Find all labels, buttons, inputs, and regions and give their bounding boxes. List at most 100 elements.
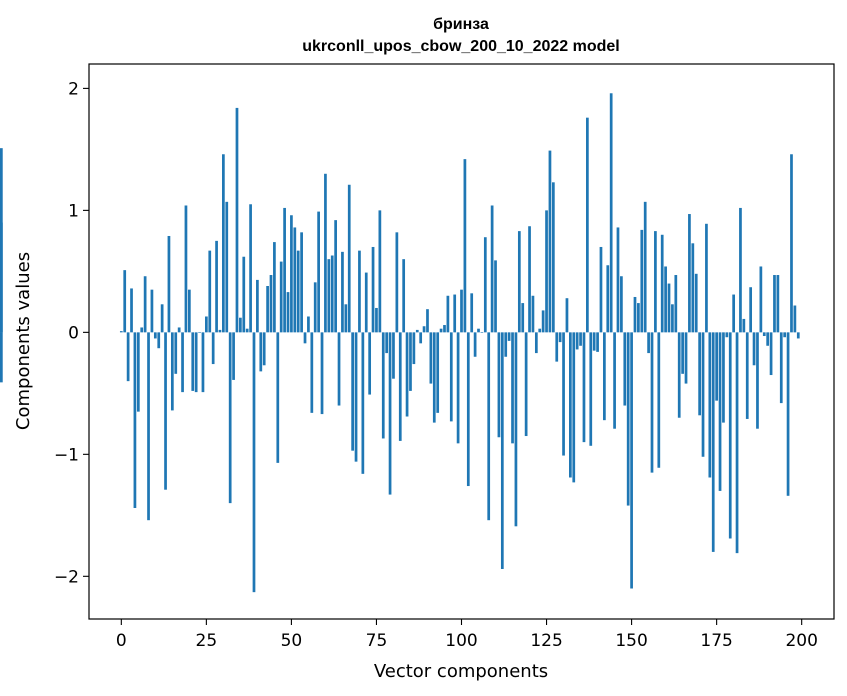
bar-component-93 <box>436 332 440 413</box>
x-tick-label: 100 <box>445 631 477 651</box>
bar-component-149 <box>626 332 630 506</box>
bar-component-65 <box>341 251 344 333</box>
bar-component-3 <box>130 288 133 333</box>
y-tick-label: −1 <box>54 445 79 465</box>
bar-component-40 <box>256 279 259 333</box>
bar-component-139 <box>592 332 596 351</box>
bar-component-58 <box>317 211 320 333</box>
bar-component-30 <box>222 154 225 333</box>
bar-component-117 <box>517 231 521 333</box>
bar-component-undefined <box>0 148 3 333</box>
bar-component-79 <box>388 332 392 495</box>
bar-component-87 <box>415 329 419 333</box>
bar-component-181 <box>735 332 739 554</box>
bar-component-55 <box>307 316 310 333</box>
bar-component-145 <box>613 332 616 429</box>
bar-component-136 <box>582 332 586 443</box>
bar-component-124 <box>541 310 545 333</box>
bar-component-116 <box>514 332 518 527</box>
bar-component-102 <box>466 332 470 487</box>
bar-component-154 <box>643 201 647 333</box>
bar-component-24 <box>201 332 205 393</box>
bar-component-189 <box>762 332 766 337</box>
bar-component-52 <box>296 250 300 333</box>
bar-component-73 <box>368 332 372 395</box>
bar-component-98 <box>453 294 457 333</box>
bar-component-187 <box>756 332 759 429</box>
bar-component-68 <box>351 332 354 451</box>
bar-component-78 <box>385 332 389 354</box>
bar-component-146 <box>616 227 620 333</box>
bar-component-82 <box>398 332 402 441</box>
bar-component-63 <box>334 220 337 333</box>
x-tick-label: 50 <box>281 631 303 651</box>
bar-component-36 <box>242 256 246 333</box>
bar-component-127 <box>551 182 555 333</box>
bar-component-2 <box>126 332 130 382</box>
bar-component-177 <box>722 332 725 423</box>
bar-component-76 <box>378 210 382 333</box>
x-axis-label: Vector components <box>374 661 548 682</box>
bar-component-135 <box>579 332 582 346</box>
bar-component-94 <box>439 328 443 333</box>
bar-component-77 <box>381 332 385 439</box>
bar-component-179 <box>728 332 732 539</box>
bar-component-176 <box>718 332 722 491</box>
bar-component-166 <box>684 332 688 384</box>
bar-component-29 <box>218 329 222 333</box>
bar-component-119 <box>524 332 528 437</box>
bar-component-53 <box>300 232 303 333</box>
bar-component-113 <box>504 332 508 357</box>
bar-component-49 <box>286 292 290 333</box>
bar-component-170 <box>698 332 701 416</box>
bar-component-180 <box>732 294 736 333</box>
bar-component-64 <box>337 332 341 406</box>
bar-component-90 <box>426 309 429 333</box>
bar-component-51 <box>293 227 297 333</box>
y-tick-label: −2 <box>54 567 79 587</box>
bars-group <box>0 93 800 593</box>
plot-area-frame <box>88 63 835 620</box>
bar-component-8 <box>147 332 150 521</box>
bar-component-45 <box>273 242 276 333</box>
bar-component-193 <box>776 275 780 333</box>
bar-component-188 <box>759 266 763 333</box>
bar-component-33 <box>232 332 235 380</box>
bar-component-196 <box>786 332 790 496</box>
bar-component-42 <box>262 332 266 366</box>
bar-component-197 <box>790 154 793 333</box>
bar-component-111 <box>497 332 501 438</box>
bar-component-54 <box>303 332 307 344</box>
bar-component-48 <box>283 207 286 333</box>
bar-component-152 <box>637 303 640 333</box>
bar-component-17 <box>177 327 181 333</box>
x-tick-label: 0 <box>116 631 127 651</box>
bar-component-81 <box>395 232 399 333</box>
bar-component-28 <box>215 240 218 333</box>
bar-component-172 <box>705 223 708 333</box>
bar-component-171 <box>701 332 705 457</box>
bar-component-122 <box>534 332 538 354</box>
bar-component-74 <box>371 246 375 333</box>
bar-component-26 <box>208 250 212 333</box>
bar-component-21 <box>191 332 195 391</box>
bar-component-163 <box>674 275 678 333</box>
bar-component-67 <box>347 184 351 333</box>
bar-component-25 <box>205 316 208 333</box>
bar-component-148 <box>623 332 627 406</box>
bar-component-103 <box>470 293 474 333</box>
bar-component-38 <box>249 204 252 333</box>
bar-component-35 <box>239 317 242 333</box>
bar-component-186 <box>752 332 756 366</box>
bar-component-96 <box>446 295 450 333</box>
bar-component-11 <box>157 332 161 349</box>
bar-component-185 <box>749 287 753 333</box>
bar-component-9 <box>150 289 154 333</box>
bar-component-155 <box>647 332 650 354</box>
bar-component-142 <box>603 332 606 421</box>
x-tick-label: 150 <box>615 631 647 651</box>
bar-component-100 <box>460 289 463 333</box>
bar-component-153 <box>640 229 644 333</box>
bar-component-194 <box>779 332 783 404</box>
